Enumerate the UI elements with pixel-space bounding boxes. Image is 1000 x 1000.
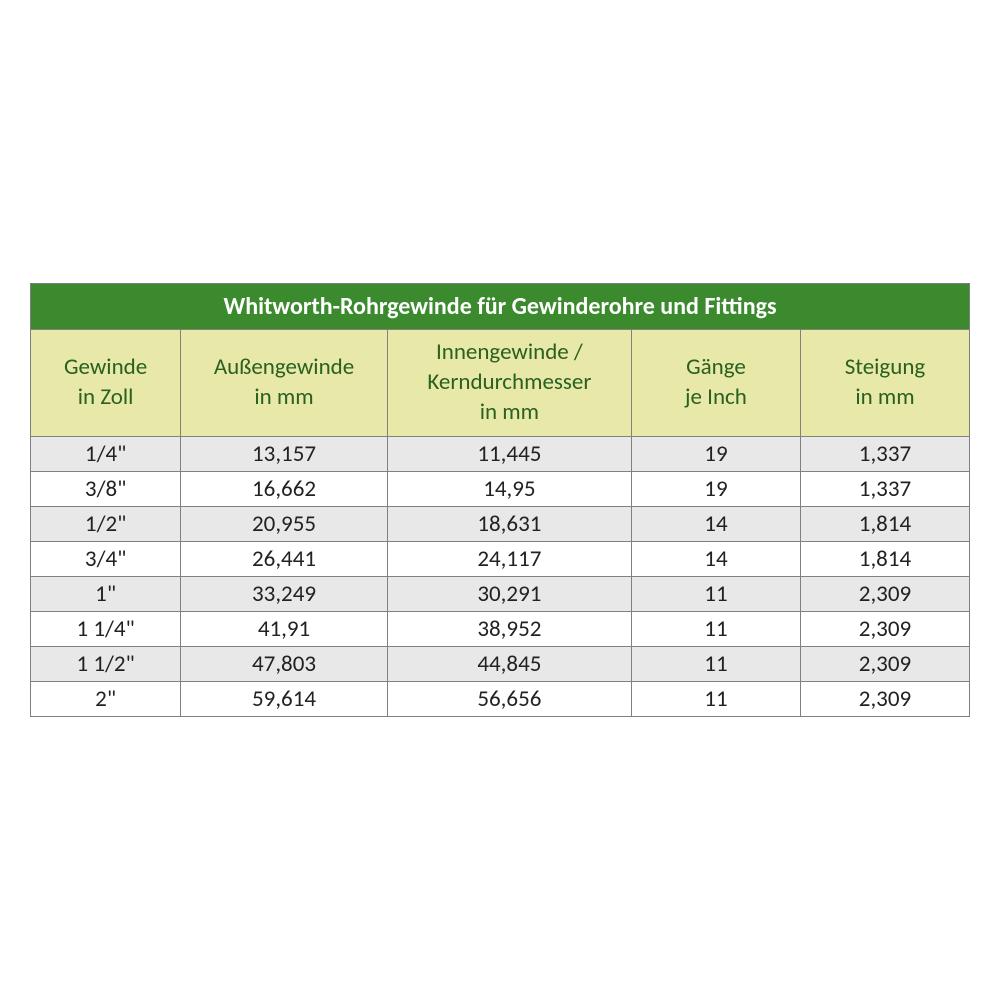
table-header-row: Gewinde in Zoll Außengewinde in mm Innen… [31, 330, 970, 437]
cell-gewinde: 3/4" [31, 541, 181, 576]
table-row: 1/2" 20,955 18,631 14 1,814 [31, 506, 970, 541]
column-header-steigung: Steigung in mm [800, 330, 969, 437]
cell-aussengewinde: 16,662 [181, 471, 388, 506]
cell-gaenge: 11 [631, 681, 800, 716]
table-body: 1/4" 13,157 11,445 19 1,337 3/8" 16,662 … [31, 436, 970, 716]
cell-innengewinde: 18,631 [387, 506, 631, 541]
cell-gaenge: 11 [631, 576, 800, 611]
cell-innengewinde: 30,291 [387, 576, 631, 611]
cell-gewinde: 2" [31, 681, 181, 716]
cell-steigung: 2,309 [800, 576, 969, 611]
table-row: 1 1/2" 47,803 44,845 11 2,309 [31, 646, 970, 681]
cell-aussengewinde: 13,157 [181, 436, 388, 471]
cell-gaenge: 19 [631, 471, 800, 506]
cell-innengewinde: 38,952 [387, 611, 631, 646]
cell-aussengewinde: 26,441 [181, 541, 388, 576]
table-row: 1/4" 13,157 11,445 19 1,337 [31, 436, 970, 471]
cell-gaenge: 11 [631, 646, 800, 681]
cell-steigung: 2,309 [800, 681, 969, 716]
cell-gaenge: 14 [631, 541, 800, 576]
cell-steigung: 1,814 [800, 506, 969, 541]
cell-gewinde: 1/2" [31, 506, 181, 541]
table-row: 3/4" 26,441 24,117 14 1,814 [31, 541, 970, 576]
cell-innengewinde: 44,845 [387, 646, 631, 681]
cell-gaenge: 11 [631, 611, 800, 646]
cell-aussengewinde: 47,803 [181, 646, 388, 681]
cell-gewinde: 1 1/2" [31, 646, 181, 681]
column-header-aussengewinde: Außengewinde in mm [181, 330, 388, 437]
cell-gaenge: 14 [631, 506, 800, 541]
cell-aussengewinde: 33,249 [181, 576, 388, 611]
cell-steigung: 2,309 [800, 611, 969, 646]
cell-steigung: 1,814 [800, 541, 969, 576]
table-title: Whitworth-Rohrgewinde für Gewinderohre u… [31, 284, 970, 330]
cell-aussengewinde: 59,614 [181, 681, 388, 716]
cell-steigung: 1,337 [800, 471, 969, 506]
column-header-gaenge: Gänge je Inch [631, 330, 800, 437]
whitworth-table: Whitworth-Rohrgewinde für Gewinderohre u… [30, 283, 970, 717]
cell-steigung: 1,337 [800, 436, 969, 471]
table-title-row: Whitworth-Rohrgewinde für Gewinderohre u… [31, 284, 970, 330]
column-header-innengewinde: Innengewinde / Kerndurchmesser in mm [387, 330, 631, 437]
cell-innengewinde: 56,656 [387, 681, 631, 716]
cell-innengewinde: 24,117 [387, 541, 631, 576]
cell-gewinde: 3/8" [31, 471, 181, 506]
cell-gaenge: 19 [631, 436, 800, 471]
cell-innengewinde: 14,95 [387, 471, 631, 506]
table-row: 1 1/4" 41,91 38,952 11 2,309 [31, 611, 970, 646]
cell-gewinde: 1" [31, 576, 181, 611]
column-header-gewinde: Gewinde in Zoll [31, 330, 181, 437]
table-row: 2" 59,614 56,656 11 2,309 [31, 681, 970, 716]
table-row: 1" 33,249 30,291 11 2,309 [31, 576, 970, 611]
cell-gewinde: 1 1/4" [31, 611, 181, 646]
table-row: 3/8" 16,662 14,95 19 1,337 [31, 471, 970, 506]
cell-aussengewinde: 20,955 [181, 506, 388, 541]
cell-steigung: 2,309 [800, 646, 969, 681]
cell-gewinde: 1/4" [31, 436, 181, 471]
cell-aussengewinde: 41,91 [181, 611, 388, 646]
cell-innengewinde: 11,445 [387, 436, 631, 471]
whitworth-table-container: Whitworth-Rohrgewinde für Gewinderohre u… [30, 283, 970, 717]
